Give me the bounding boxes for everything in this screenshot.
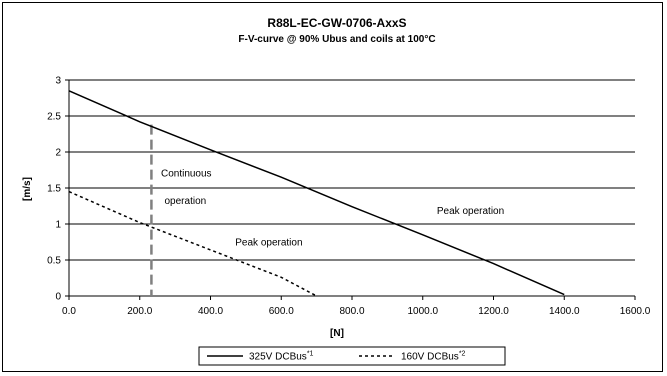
annotation-3: Peak operation [235,238,302,249]
legend-label-sup-1: *2 [459,351,466,358]
chart-frame: R88L-EC-GW-0706-AxxS F-V-curve @ 90% Ubu… [2,2,663,372]
y-tick-label-5: 2.5 [47,112,61,123]
y-tick-label-3: 1.5 [47,184,61,195]
y-axis-label: [m/s] [22,177,33,201]
x-tick-label-2: 400.0 [198,306,223,317]
x-tick-label-7: 1400.0 [549,306,580,317]
chart-title: R88L-EC-GW-0706-AxxS [267,16,406,30]
annotation-2: Peak operation [437,206,504,217]
x-axis-label: [N] [330,328,344,339]
x-tick-label-8: 1600.0 [620,306,651,317]
y-tick-label-4: 2 [55,148,61,159]
series-line-0 [68,90,565,296]
x-tick-label-6: 1200.0 [478,306,509,317]
legend-label-sup-0: *1 [307,351,314,358]
legend-box [198,346,506,366]
legend: 325V DCBus*1 160V DCBus*2 [198,346,506,366]
plot-area: 0 0.5 1 1.5 2 2.5 3 0.0 200.0 400.0 600.0 800.0 1000… [47,76,651,318]
annotation-0: Continuous [161,169,212,180]
annotation-1: operation [165,196,207,207]
chart-svg: R88L-EC-GW-0706-AxxS F-V-curve @ 90% Ubu… [22,16,651,366]
x-tick-label-1: 200.0 [127,306,152,317]
chart-subtitle: F-V-curve @ 90% Ubus and coils at 100°C [238,34,435,45]
x-tick-label-5: 1000.0 [407,306,438,317]
legend-label-1: 160V DCBus*2 [401,351,466,363]
x-tick-label-3: 600.0 [269,306,294,317]
y-tick-label-2: 1 [55,220,61,231]
legend-label-0: 325V DCBus*1 [249,351,314,363]
x-tick-label-4: 800.0 [339,306,364,317]
y-tick-label-1: 0.5 [47,256,61,267]
y-tick-label-0: 0 [55,292,61,303]
series-line-1 [68,190,317,297]
x-tick-label-0: 0.0 [62,306,76,317]
y-tick-label-6: 3 [55,76,61,87]
